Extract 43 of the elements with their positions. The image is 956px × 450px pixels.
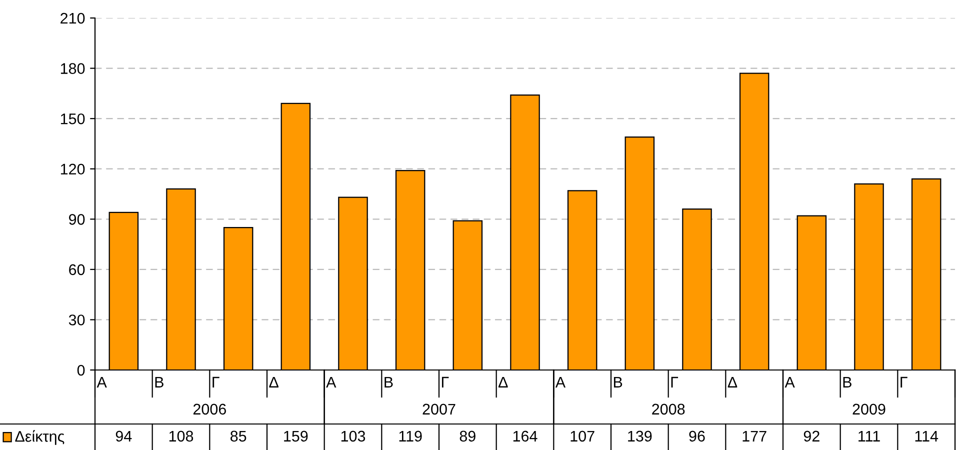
x-tick-label: Γ [900, 376, 908, 388]
y-tick-label: 0 [77, 364, 85, 376]
x-tick-label: Γ [671, 376, 678, 388]
data-label: 108 [169, 430, 194, 442]
y-tick-label: 60 [69, 264, 85, 276]
x-tick-label: Γ [212, 376, 220, 388]
legend-label: Δείκτης [15, 430, 64, 445]
data-label: 114 [915, 430, 938, 442]
data-label: 119 [399, 430, 422, 442]
x-tick-label: Δ [498, 376, 508, 388]
text: 2007 [422, 404, 456, 415]
y-tick-label: 90 [69, 214, 85, 225]
y-tick-label: 180 [60, 63, 85, 74]
x-tick-label: Α [555, 376, 566, 388]
x-tick-label: Β [614, 376, 622, 388]
data-label: 111 [858, 430, 880, 442]
x-tick-label: Α [784, 376, 795, 388]
data-label: 96 [689, 430, 705, 442]
data-label: 159 [284, 430, 308, 442]
y-tick-label: 150 [60, 113, 85, 124]
x-tick-label: Α [326, 376, 336, 388]
data-label: 89 [460, 430, 476, 442]
x-tick-label: Β [384, 376, 393, 388]
x-tick-label: Δ [728, 376, 738, 388]
text: 2009 [852, 404, 886, 415]
x-tick-label: Β [843, 376, 852, 388]
y-tick-label: 120 [60, 164, 85, 175]
data-label: 103 [341, 430, 366, 442]
data-label: 94 [116, 430, 132, 442]
data-label: 177 [742, 430, 766, 442]
data-label: 85 [230, 430, 246, 442]
y-tick-label: 210 [60, 12, 85, 24]
data-label: 139 [628, 430, 652, 442]
text: 2008 [652, 404, 685, 415]
data-label: 164 [513, 430, 538, 442]
y-tick-label: 30 [68, 314, 85, 326]
x-tick-label: Β [155, 376, 164, 388]
data-label: 92 [804, 430, 820, 442]
x-tick-label: Γ [442, 376, 449, 388]
x-tick-label: Α [96, 376, 107, 388]
data-label: 107 [570, 430, 594, 442]
x-tick-label: Δ [269, 376, 278, 388]
text: 2006 [193, 404, 226, 415]
